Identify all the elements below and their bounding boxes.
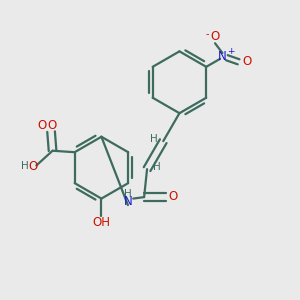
Text: H: H	[150, 134, 158, 144]
Text: O: O	[28, 160, 38, 172]
Text: O: O	[210, 30, 220, 43]
Text: -: -	[205, 29, 208, 39]
Text: N: N	[124, 195, 132, 208]
Text: O: O	[47, 119, 57, 132]
Text: +: +	[227, 47, 234, 56]
Text: H: H	[124, 189, 132, 199]
Text: N: N	[218, 50, 227, 63]
Text: O: O	[168, 190, 177, 203]
Text: O: O	[38, 119, 47, 132]
Text: H: H	[21, 161, 28, 171]
Text: O: O	[242, 55, 251, 68]
Text: OH: OH	[92, 216, 110, 229]
Text: H: H	[153, 162, 160, 172]
